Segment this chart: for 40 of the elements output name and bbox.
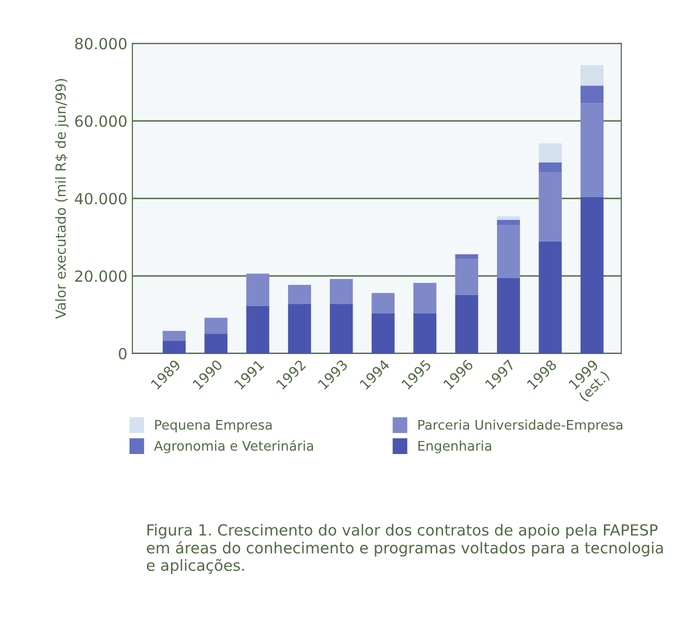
bar [538, 172, 562, 242]
bar [413, 282, 436, 314]
bar [496, 225, 520, 278]
bar [288, 304, 312, 354]
legend-label: Pequena Empresa [155, 420, 272, 432]
y-tick-label: 80.000 [75, 38, 127, 50]
y-tick-label: 60.000 [75, 115, 127, 127]
bar [580, 196, 604, 354]
bar [246, 274, 270, 306]
bar [204, 318, 228, 334]
bar [580, 86, 604, 104]
bar [372, 292, 395, 314]
bar [496, 216, 520, 220]
y-axis-title: Valor executado (mil R$ de jun/99) [55, 79, 69, 319]
text: Figura 1. Crescimento do valor dos contratos de apoio pela FAPESP em áreas do conhecimento e programas voltados para a tecnologia e aplicações. [146, 524, 663, 574]
bar [538, 241, 562, 354]
bar [330, 304, 353, 354]
bar [330, 279, 353, 304]
bar [288, 284, 312, 304]
legend-label: Engenharia [418, 440, 492, 454]
legend-label: Parceria Universidade-Empresa [418, 420, 622, 432]
bar [204, 334, 228, 354]
y-tick-label: 20.000 [75, 270, 127, 282]
bar [538, 143, 562, 162]
bar [538, 162, 562, 172]
y-tick-label: 0 [118, 348, 127, 360]
bar [580, 65, 604, 86]
y-tick-label: 40.000 [74, 192, 127, 204]
bar [162, 330, 186, 341]
bar [580, 103, 604, 197]
bar [496, 220, 520, 226]
bar [372, 313, 395, 354]
bar [496, 278, 520, 354]
bar [162, 340, 186, 354]
bar [455, 294, 478, 354]
bar [413, 313, 436, 354]
bar [455, 254, 478, 259]
bar [246, 306, 270, 354]
legend-label: Agronomia e Veterinária [154, 440, 314, 454]
bar [455, 258, 478, 295]
